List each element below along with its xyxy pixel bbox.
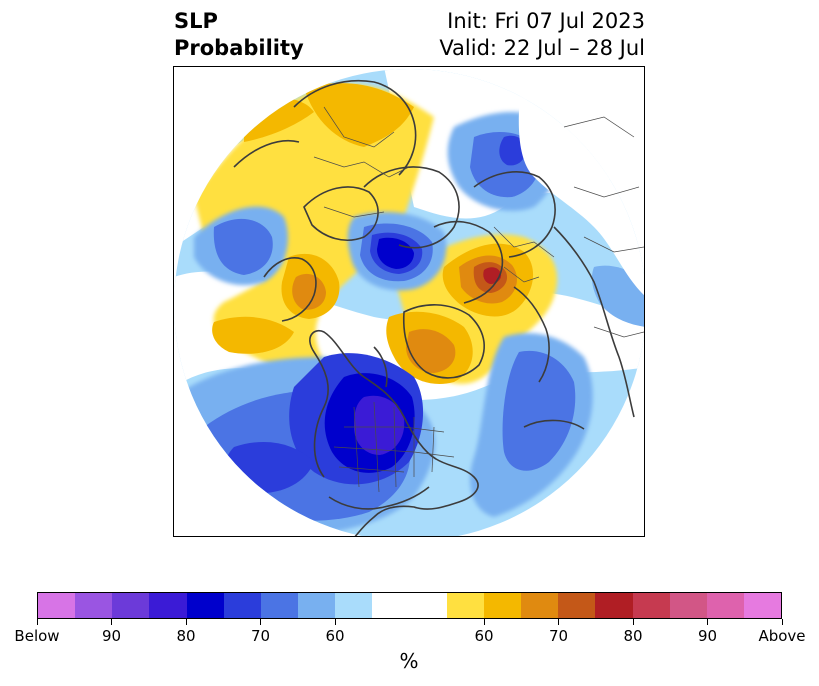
colorbar-segment — [595, 593, 633, 618]
colorbar-segment — [409, 593, 447, 618]
colorbar-segment — [298, 593, 336, 618]
colorbar-tick-label: 90 — [697, 627, 718, 645]
colorbar-tick-label: 80 — [176, 627, 196, 645]
init-time: Init: Fri 07 Jul 2023 — [447, 9, 645, 33]
colorbar-segment — [558, 593, 596, 618]
colorbar-tick-label: 90 — [101, 627, 122, 645]
colorbar-unit: % — [399, 649, 419, 673]
colorbar-segment — [335, 593, 373, 618]
colorbar-segment — [38, 593, 76, 618]
colorbar-segment — [483, 593, 522, 618]
colorbar-segment — [223, 593, 261, 618]
probability-field — [174, 69, 644, 536]
political-borders — [313, 106, 644, 493]
colorbar-segment — [521, 593, 559, 618]
colorbar-segment — [706, 593, 744, 618]
run-info: Init: Fri 07 Jul 2023 Valid: 22 Jul – 28… — [439, 8, 645, 62]
colorbar-tick — [707, 619, 708, 625]
chart-title: SLP Probability — [174, 8, 304, 62]
colorbar-tick-label: Below — [14, 627, 60, 645]
colorbar-tick-label: 70 — [250, 627, 271, 645]
title-line-1: SLP — [174, 9, 218, 33]
colorbar-tick-label: 60 — [325, 627, 345, 645]
coastlines — [233, 79, 635, 536]
valid-period: Valid: 22 Jul – 28 Jul — [439, 36, 645, 60]
colorbar-segment — [446, 593, 484, 618]
colorbar-tick-label: Above — [758, 627, 806, 645]
colorbar-segment — [260, 593, 299, 618]
colorbar-segment — [669, 593, 707, 618]
colorbar-tick-label: 80 — [623, 627, 643, 645]
colorbar-tick — [185, 619, 187, 625]
colorbar-segment — [632, 593, 670, 618]
colorbar-tick-label: 60 — [474, 627, 494, 645]
colorbar-segment — [743, 593, 782, 618]
colorbar-segment — [186, 593, 224, 618]
colorbar — [37, 592, 782, 619]
map-canvas — [174, 69, 644, 536]
colorbar-tick — [781, 619, 783, 625]
colorbar-tick — [36, 619, 38, 625]
colorbar-tick — [483, 619, 485, 625]
colorbar-tick — [632, 619, 634, 625]
colorbar-segment — [112, 593, 150, 618]
title-line-2: Probability — [174, 36, 304, 60]
colorbar-segment — [149, 593, 187, 618]
probability-map — [173, 66, 645, 537]
colorbar-tick — [260, 619, 261, 625]
colorbar-tick — [334, 619, 336, 625]
colorbar-tick — [558, 619, 559, 625]
colorbar-tick — [111, 619, 112, 625]
colorbar-segment — [75, 593, 113, 618]
colorbar-tick-label: 70 — [548, 627, 569, 645]
colorbar-segment — [372, 593, 410, 618]
